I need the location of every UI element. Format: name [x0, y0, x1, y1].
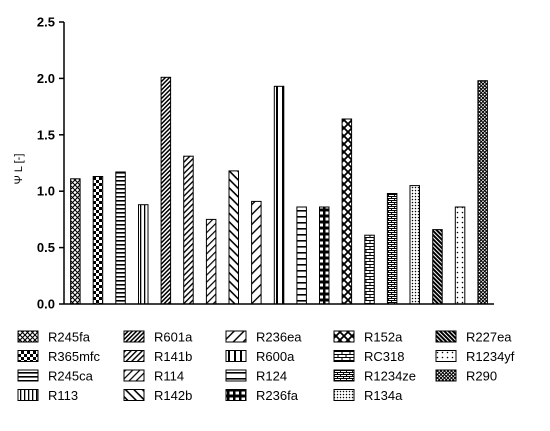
bar-r245ca: [115, 171, 126, 305]
legend-swatch-r152a: [333, 330, 355, 343]
legend-label-r245ca: R245ca: [48, 369, 94, 384]
legend-swatch-r236ea: [225, 330, 247, 343]
legend-label-r141b: R141b: [154, 349, 192, 364]
bar-r236ea: [251, 200, 262, 305]
legend-label-r601a: R601a: [154, 330, 193, 345]
y-axis-title-group: Ψ L [-]: [13, 154, 25, 185]
bar-r142b: [228, 170, 239, 305]
legend-label-r236ea: R236ea: [256, 330, 302, 345]
bar-r134a: [409, 185, 420, 305]
y-tick-label: 2.0: [37, 71, 55, 86]
legend-label-r124: R124: [256, 369, 287, 384]
legend-swatch-r142b: [123, 389, 145, 401]
bar-r1234yf: [454, 206, 466, 305]
y-tick-label: 1.0: [37, 184, 55, 199]
legend-label-r365mfc: R365mfc: [48, 349, 101, 364]
legend-swatch-r114: [123, 369, 145, 382]
y-tick-label: 0.0: [37, 297, 55, 312]
legend-swatch-r134a: [333, 389, 355, 401]
bars: [70, 76, 488, 305]
legend-swatch-r245ca: [17, 369, 39, 382]
bar-r365mfc: [92, 176, 104, 305]
bar-r601a: [160, 76, 172, 305]
legend-label-r114: R114: [154, 369, 184, 384]
bar-r114: [205, 218, 217, 305]
bar-r141b: [183, 155, 194, 305]
legend-label-r236fa: R236fa: [256, 388, 299, 403]
legend: R245fa R365mfc R245ca R113 R601a R141b R114 R14…: [17, 330, 515, 403]
legend-swatch-r124: [225, 369, 247, 382]
bar-r600a: [273, 85, 285, 305]
legend-label-r1234yf: R1234yf: [466, 349, 515, 364]
legend-label-rc318: RC318: [364, 349, 404, 364]
y-tick-label: 2.5: [37, 15, 55, 30]
legend-swatch-r245fa: [17, 330, 39, 343]
legend-swatch-r1234ze: [333, 369, 355, 382]
legend-label-r1234ze: R1234ze: [364, 369, 416, 384]
legend-label-r290: R290: [466, 369, 497, 384]
bar-r1234ze: [386, 193, 398, 305]
bar-r290: [477, 80, 488, 305]
legend-label-r142b: R142b: [154, 388, 192, 403]
y-tick-label: 1.5: [37, 127, 55, 142]
legend-label-r152a: R152a: [364, 330, 403, 345]
bar-r227ea: [432, 229, 443, 305]
legend-swatch-r600a: [225, 350, 247, 362]
legend-swatch-r365mfc: [17, 350, 39, 362]
legend-label-r134a: R134a: [364, 388, 403, 403]
legend-swatch-r1234yf: [435, 350, 457, 362]
legend-label-r245fa: R245fa: [48, 330, 91, 345]
legend-label-r113: R113: [48, 388, 78, 403]
y-axis-title: Ψ L [-]: [13, 154, 25, 185]
legend-label-r600a: R600a: [256, 349, 295, 364]
legend-swatch-r601a: [123, 330, 145, 343]
legend-swatch-r141b: [123, 350, 145, 362]
legend-swatch-r236fa: [225, 389, 247, 401]
legend-swatch-rc318: [333, 350, 355, 362]
bar-rc318: [364, 234, 375, 305]
y-tick-label: 0.5: [37, 240, 55, 255]
bar-r236fa: [319, 206, 330, 305]
legend-swatch-r227ea: [435, 330, 457, 343]
bar-r113: [138, 204, 149, 305]
legend-label-r227ea: R227ea: [466, 330, 512, 345]
legend-swatch-r113: [17, 389, 39, 401]
bar-r124: [296, 206, 307, 305]
bar-r152a: [341, 118, 353, 305]
axes: 0.0 0.5 1.0 1.5 2.0 2.5: [37, 15, 494, 312]
bar-r245fa: [70, 178, 81, 305]
legend-swatch-r290: [435, 369, 457, 382]
